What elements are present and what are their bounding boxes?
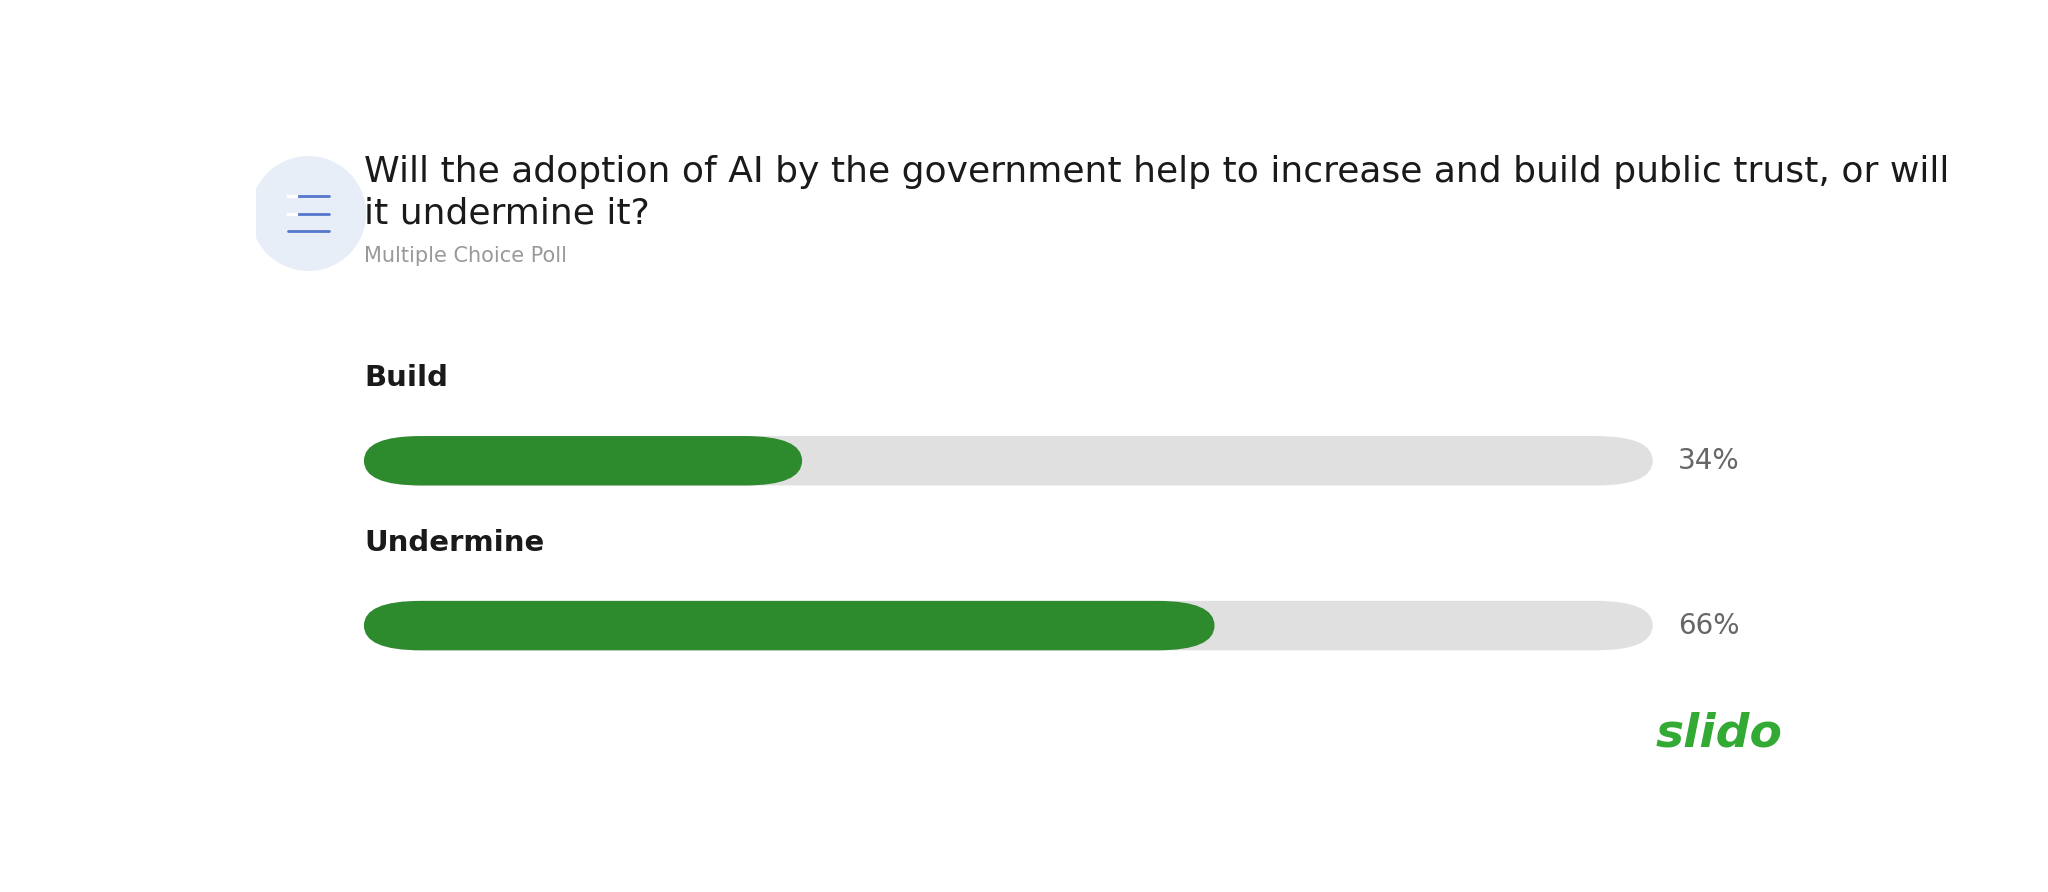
FancyBboxPatch shape <box>365 436 1653 485</box>
Text: slido: slido <box>1657 711 1784 756</box>
Ellipse shape <box>252 157 365 270</box>
Text: Undermine: Undermine <box>365 529 545 557</box>
FancyBboxPatch shape <box>365 436 803 485</box>
Text: Will the adoption of AI by the government help to increase and build public trus: Will the adoption of AI by the governmen… <box>365 155 1950 189</box>
Text: Build: Build <box>365 364 449 392</box>
Text: Multiple Choice Poll: Multiple Choice Poll <box>365 246 567 267</box>
Text: it undermine it?: it undermine it? <box>365 196 649 231</box>
FancyBboxPatch shape <box>365 601 1214 650</box>
Text: 66%: 66% <box>1677 612 1739 640</box>
Text: 34%: 34% <box>1677 447 1739 475</box>
FancyBboxPatch shape <box>365 601 1653 650</box>
